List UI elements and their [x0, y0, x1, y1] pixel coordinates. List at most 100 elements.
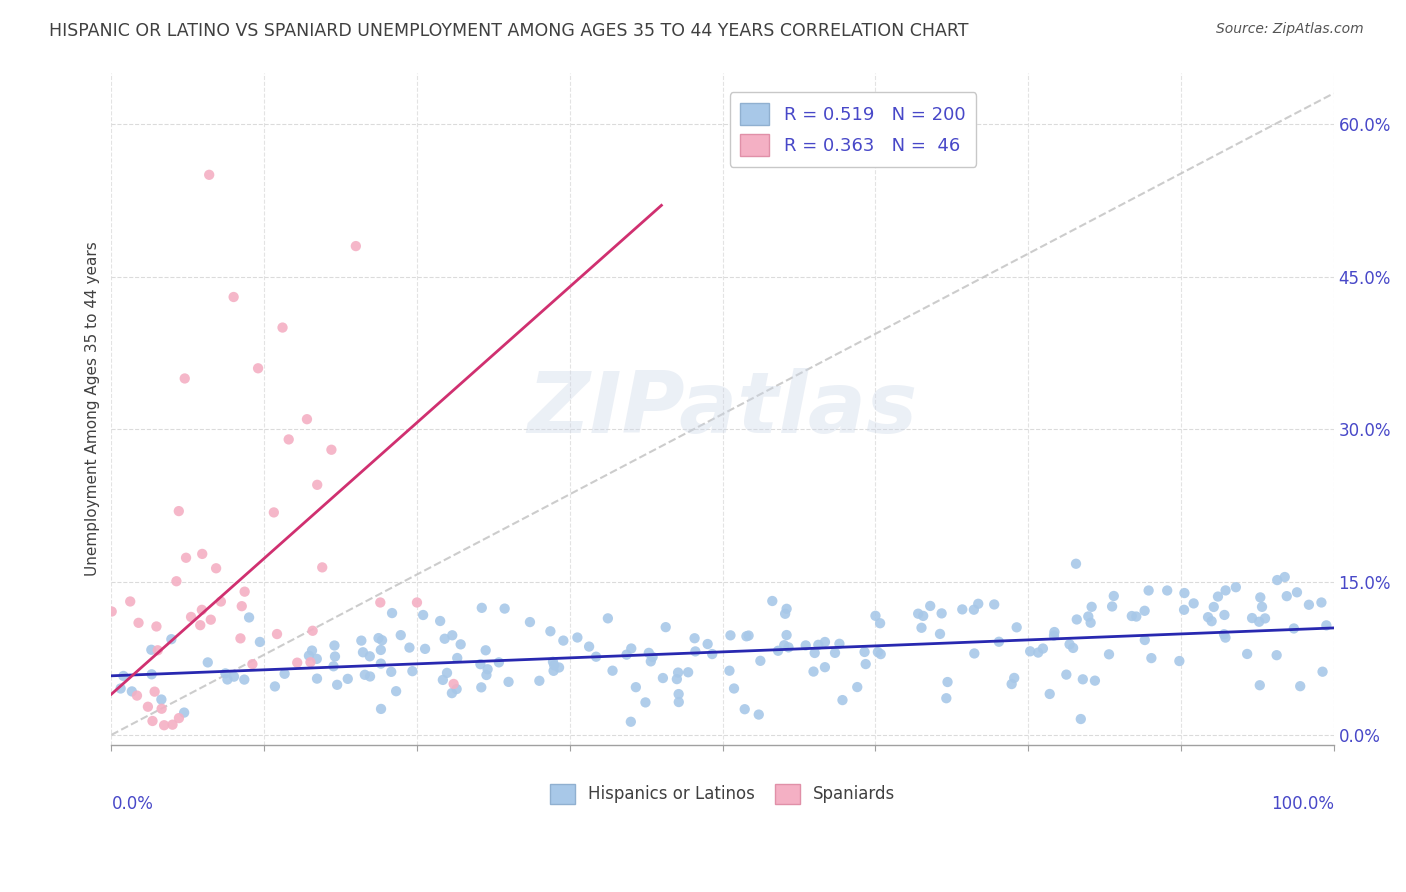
Point	[1265, 648, 1288, 663]
Point	[110, 681, 132, 696]
Point	[1140, 651, 1163, 665]
Point	[299, 655, 322, 669]
Point	[773, 638, 796, 652]
Point	[474, 643, 496, 657]
Point	[761, 594, 783, 608]
Point	[668, 687, 690, 701]
Point	[301, 624, 323, 638]
Point	[191, 603, 214, 617]
Point	[100, 605, 122, 619]
Point	[929, 627, 952, 641]
Point	[735, 629, 758, 643]
Point	[855, 657, 877, 671]
Point	[654, 620, 676, 634]
Point	[229, 632, 252, 646]
Point	[323, 639, 346, 653]
Point	[683, 632, 706, 646]
Text: HISPANIC OR LATINO VS SPANIARD UNEMPLOYMENT AMONG AGES 35 TO 44 YEARS CORRELATIO: HISPANIC OR LATINO VS SPANIARD UNEMPLOYM…	[49, 22, 969, 40]
Point	[1133, 604, 1156, 618]
Point	[146, 643, 169, 657]
Point	[651, 671, 673, 685]
Point	[359, 669, 381, 683]
Point	[1274, 570, 1296, 584]
Point	[412, 607, 434, 622]
Point	[936, 675, 959, 690]
Point	[1125, 609, 1147, 624]
Point	[401, 664, 423, 678]
Point	[233, 584, 256, 599]
Point	[931, 607, 953, 621]
Point	[326, 678, 349, 692]
Point	[1062, 640, 1084, 655]
Point	[1298, 598, 1320, 612]
Point	[446, 651, 468, 665]
Point	[734, 702, 756, 716]
Point	[471, 600, 494, 615]
Point	[1064, 557, 1087, 571]
Point	[273, 666, 295, 681]
Point	[429, 614, 451, 628]
Point	[217, 673, 239, 687]
Point	[488, 656, 510, 670]
Point	[1084, 673, 1107, 688]
Point	[1032, 641, 1054, 656]
Point	[389, 628, 412, 642]
Point	[209, 594, 232, 608]
Point	[696, 637, 718, 651]
Point	[222, 290, 245, 304]
Point	[775, 628, 797, 642]
Point	[814, 635, 837, 649]
Point	[173, 706, 195, 720]
Point	[720, 628, 742, 642]
Point	[353, 668, 375, 682]
Point	[1043, 625, 1066, 640]
Point	[321, 442, 343, 457]
Point	[1315, 618, 1337, 632]
Point	[869, 647, 891, 661]
Point	[191, 547, 214, 561]
Point	[380, 665, 402, 679]
Point	[205, 561, 228, 575]
Point	[301, 643, 323, 657]
Legend: Hispanics or Latinos, Spaniards: Hispanics or Latinos, Spaniards	[543, 777, 903, 811]
Point	[1285, 585, 1308, 599]
Point	[541, 655, 564, 669]
Point	[160, 632, 183, 647]
Point	[1225, 580, 1247, 594]
Point	[1249, 678, 1271, 692]
Point	[718, 664, 741, 678]
Point	[567, 631, 589, 645]
Point	[167, 711, 190, 725]
Point	[120, 594, 142, 608]
Point	[869, 616, 891, 631]
Point	[1026, 646, 1049, 660]
Point	[749, 654, 772, 668]
Point	[305, 652, 328, 666]
Text: 0.0%: 0.0%	[111, 796, 153, 814]
Point	[1312, 665, 1334, 679]
Point	[766, 644, 789, 658]
Point	[824, 646, 846, 660]
Point	[983, 598, 1005, 612]
Text: Source: ZipAtlas.com: Source: ZipAtlas.com	[1216, 22, 1364, 37]
Point	[298, 648, 321, 663]
Point	[803, 646, 825, 660]
Point	[935, 691, 957, 706]
Point	[323, 649, 346, 664]
Point	[1080, 599, 1102, 614]
Point	[1070, 712, 1092, 726]
Point	[773, 607, 796, 621]
Point	[413, 641, 436, 656]
Point	[112, 669, 135, 683]
Point	[748, 707, 770, 722]
Point	[398, 640, 420, 655]
Point	[406, 595, 429, 609]
Point	[350, 633, 373, 648]
Point	[242, 657, 264, 672]
Point	[1039, 687, 1062, 701]
Point	[167, 504, 190, 518]
Point	[685, 644, 707, 658]
Point	[370, 702, 392, 716]
Point	[231, 599, 253, 614]
Point	[188, 618, 211, 632]
